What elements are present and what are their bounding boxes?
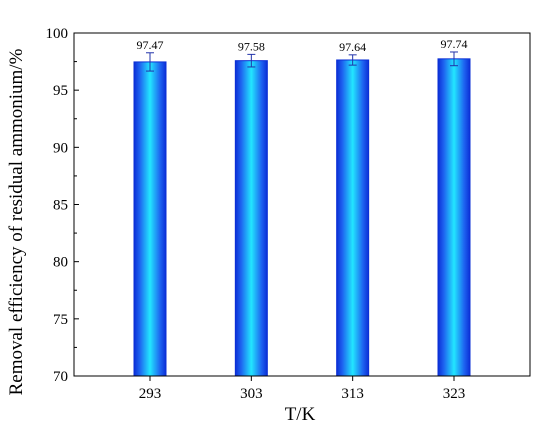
y-tick-label-90: 90 — [53, 140, 68, 156]
x-tick-label-303: 303 — [240, 386, 263, 402]
y-axis-title: Removal efficiency of residual ammonium/… — [6, 48, 27, 395]
y-tick-label-85: 85 — [53, 198, 68, 214]
data-label-323: 97.74 — [441, 37, 468, 51]
bars-layer — [133, 51, 471, 377]
labels-layer: 97.47 293 97.58 303 97.64 313 97.74 323 70 75 80 85… — [46, 26, 468, 402]
y-tick-label-75: 75 — [53, 312, 68, 328]
data-label-313: 97.64 — [339, 40, 366, 54]
bar-293 — [133, 61, 167, 377]
data-label-303: 97.58 — [238, 39, 265, 53]
bar-313 — [336, 59, 370, 377]
x-axis-title: T/K — [285, 404, 316, 425]
bar-303 — [234, 60, 268, 377]
x-tick-label-323: 323 — [443, 386, 466, 402]
y-tick-label-80: 80 — [53, 255, 68, 271]
axes-layer — [73, 32, 531, 381]
y-tick-label-95: 95 — [53, 83, 68, 99]
x-tick-label-313: 313 — [341, 386, 364, 402]
y-tick-label-100: 100 — [46, 26, 69, 42]
y-tick-label-70: 70 — [53, 369, 68, 385]
data-label-293: 97.47 — [137, 38, 164, 52]
x-tick-label-293: 293 — [139, 386, 162, 402]
bar-323 — [437, 58, 471, 377]
